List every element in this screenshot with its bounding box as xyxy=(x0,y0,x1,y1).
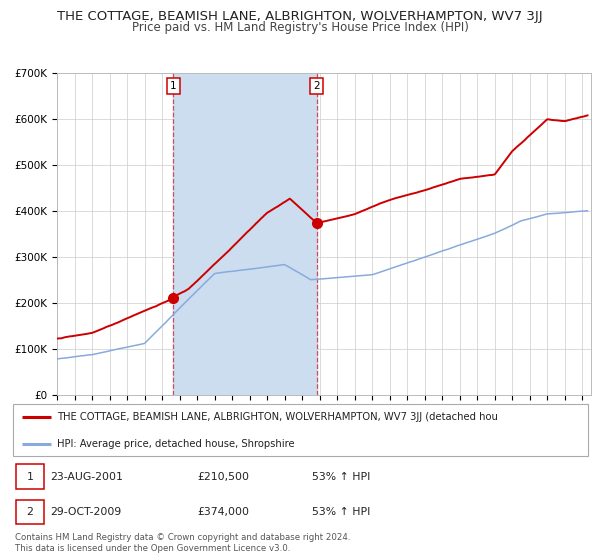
Text: 2: 2 xyxy=(313,81,320,91)
FancyBboxPatch shape xyxy=(16,500,44,524)
Text: THE COTTAGE, BEAMISH LANE, ALBRIGHTON, WOLVERHAMPTON, WV7 3JJ (detached hou: THE COTTAGE, BEAMISH LANE, ALBRIGHTON, W… xyxy=(57,412,498,422)
Text: 53% ↑ HPI: 53% ↑ HPI xyxy=(312,472,370,482)
Text: 29-OCT-2009: 29-OCT-2009 xyxy=(50,507,122,517)
Text: 53% ↑ HPI: 53% ↑ HPI xyxy=(312,507,370,517)
Text: Contains HM Land Registry data © Crown copyright and database right 2024.
This d: Contains HM Land Registry data © Crown c… xyxy=(15,533,350,553)
Text: 1: 1 xyxy=(170,81,176,91)
Text: 2: 2 xyxy=(26,507,34,517)
Text: Price paid vs. HM Land Registry's House Price Index (HPI): Price paid vs. HM Land Registry's House … xyxy=(131,21,469,34)
Text: £374,000: £374,000 xyxy=(197,507,249,517)
Text: 23-AUG-2001: 23-AUG-2001 xyxy=(50,472,124,482)
Text: THE COTTAGE, BEAMISH LANE, ALBRIGHTON, WOLVERHAMPTON, WV7 3JJ: THE COTTAGE, BEAMISH LANE, ALBRIGHTON, W… xyxy=(57,10,543,22)
FancyBboxPatch shape xyxy=(16,464,44,489)
Text: 1: 1 xyxy=(26,472,34,482)
Text: £210,500: £210,500 xyxy=(197,472,249,482)
Text: HPI: Average price, detached house, Shropshire: HPI: Average price, detached house, Shro… xyxy=(57,439,295,449)
Bar xyxy=(173,73,317,395)
FancyBboxPatch shape xyxy=(13,404,588,456)
